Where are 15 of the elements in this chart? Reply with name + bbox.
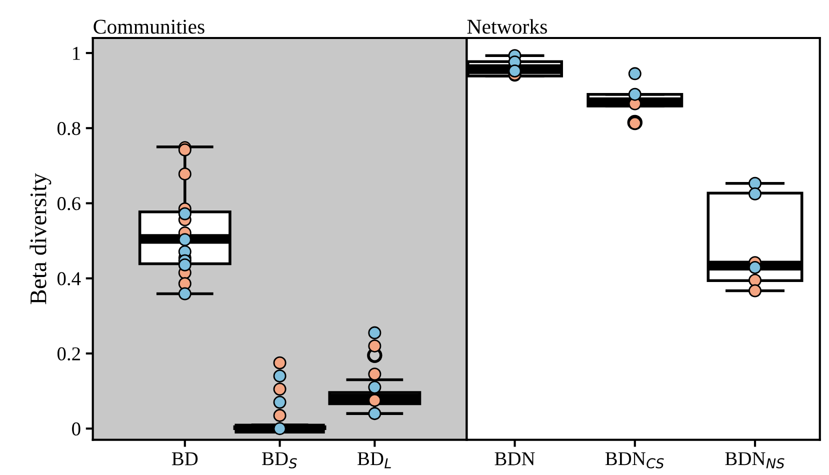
y-tick-label: 0.6 xyxy=(57,197,80,210)
x-tick-label: BDN xyxy=(494,452,535,466)
y-tick-label: 0.2 xyxy=(57,347,80,360)
x-tick-label: BD xyxy=(172,452,198,466)
chart-title: Communities xyxy=(94,20,204,34)
y-tick-label: 0.8 xyxy=(57,122,80,136)
chart-title: Networks xyxy=(467,19,547,34)
y-tick-label: 0 xyxy=(72,422,80,436)
y-tick-label: 1 xyxy=(73,46,80,60)
x-tick-label: BDN$_{CS}$ xyxy=(605,452,664,468)
y-tick-label: 0.4 xyxy=(57,272,81,286)
x-tick-label: BD$_{S}$ xyxy=(262,452,297,468)
y-axis-title: Beta diversity xyxy=(30,173,52,304)
x-tick-label: BDN$_{NS}$ xyxy=(725,452,784,468)
x-tick-label: BD$_{L}$ xyxy=(358,452,391,468)
